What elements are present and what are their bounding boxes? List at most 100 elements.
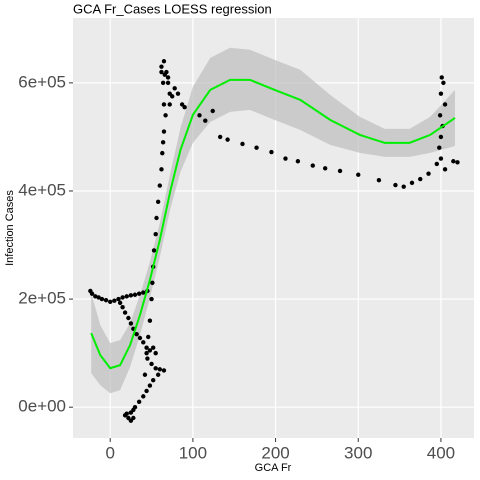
data-point <box>159 69 164 75</box>
data-point <box>437 145 442 150</box>
data-point <box>151 248 157 253</box>
data-point <box>161 102 167 107</box>
data-point <box>170 94 175 99</box>
data-point <box>442 102 448 107</box>
data-point <box>240 141 245 147</box>
data-point <box>451 159 456 164</box>
data-point <box>269 149 274 155</box>
data-point <box>147 383 153 388</box>
data-point <box>217 134 223 140</box>
data-point <box>141 394 146 399</box>
data-point <box>136 291 142 296</box>
data-point <box>99 296 105 302</box>
data-point <box>144 345 149 350</box>
data-point <box>145 356 150 361</box>
data-point <box>117 300 123 306</box>
data-point <box>337 168 343 174</box>
data-point <box>150 280 155 286</box>
data-point <box>160 140 166 145</box>
data-point <box>439 75 444 80</box>
chart-title: GCA Fr_Cases LOESS regression <box>73 1 272 16</box>
data-point <box>160 80 166 86</box>
data-point <box>210 108 215 114</box>
data-point <box>124 294 129 299</box>
x-axis-title: GCA Fr <box>255 462 292 474</box>
data-point <box>96 295 101 300</box>
data-point <box>136 399 142 404</box>
data-point <box>418 176 423 182</box>
data-point <box>132 292 138 297</box>
data-point <box>157 183 163 188</box>
data-point <box>89 291 95 296</box>
data-point <box>157 367 163 372</box>
data-point <box>254 145 259 150</box>
data-point <box>159 167 164 172</box>
data-point <box>147 348 153 353</box>
data-point <box>151 345 156 350</box>
data-point <box>376 177 382 183</box>
data-point <box>322 166 328 171</box>
loess-line <box>90 78 456 370</box>
data-point <box>122 310 128 315</box>
data-point <box>112 298 117 303</box>
data-point <box>93 294 98 299</box>
data-point <box>131 415 136 421</box>
data-point <box>161 59 167 64</box>
data-point <box>146 334 151 340</box>
data-point <box>144 350 149 356</box>
data-point <box>144 388 149 394</box>
data-point <box>356 172 361 177</box>
data-point <box>393 182 398 188</box>
data-point <box>128 410 134 415</box>
data-point <box>151 377 156 383</box>
y-tick-label: 0e+00 <box>18 397 66 416</box>
data-point <box>409 180 415 186</box>
data-point <box>167 102 172 107</box>
data-point <box>455 160 460 165</box>
data-point <box>120 295 125 300</box>
data-point <box>401 184 406 189</box>
x-tick-label: 200 <box>261 443 289 462</box>
data-point <box>116 296 121 302</box>
data-point <box>203 118 208 123</box>
data-point <box>155 372 161 377</box>
data-point <box>197 113 202 118</box>
x-tick-label: 400 <box>427 443 455 462</box>
data-point <box>163 113 168 118</box>
data-point <box>434 161 439 167</box>
y-tick-label: 4e+05 <box>18 180 66 199</box>
data-point <box>182 104 187 110</box>
data-point <box>149 361 154 367</box>
data-point <box>161 129 167 134</box>
data-point <box>437 113 443 118</box>
data-point <box>442 167 448 172</box>
data-point <box>175 91 181 96</box>
data-point <box>141 340 146 345</box>
data-point <box>122 413 128 418</box>
data-point <box>162 72 167 77</box>
data-point <box>438 91 444 96</box>
data-point <box>126 315 131 321</box>
data-point <box>310 163 315 168</box>
y-axis-title: Infection Cases <box>4 190 16 266</box>
y-tick-label: 2e+05 <box>18 289 66 308</box>
data-point <box>103 297 109 303</box>
data-point <box>159 64 164 69</box>
data-point <box>283 156 288 161</box>
data-point <box>154 215 159 221</box>
data-point <box>108 299 113 304</box>
data-point <box>134 332 139 337</box>
confidence-band <box>91 47 455 394</box>
y-tick-label: 6e+05 <box>18 72 66 91</box>
data-point <box>120 304 125 310</box>
data-point <box>225 137 230 142</box>
data-point <box>165 80 171 86</box>
x-tick-label: 300 <box>344 443 372 462</box>
data-point <box>128 293 134 298</box>
data-point <box>137 335 143 341</box>
data-point <box>153 232 158 237</box>
data-point <box>441 80 446 86</box>
data-point <box>141 290 146 295</box>
x-tick-label: 0 <box>105 443 114 462</box>
